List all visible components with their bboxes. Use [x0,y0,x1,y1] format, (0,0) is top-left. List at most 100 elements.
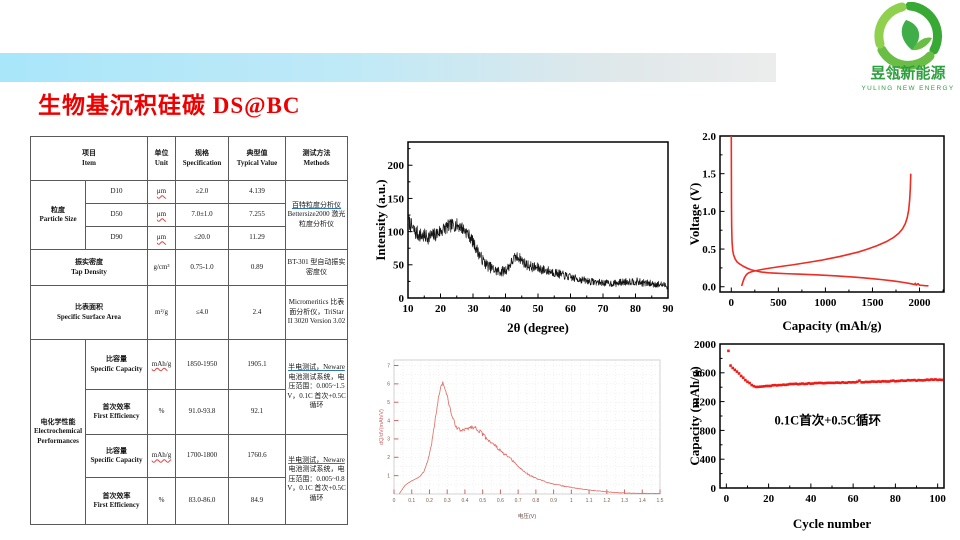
cell-d50-name: D50 [85,203,148,227]
cell-tap-unit: g/cm³ [147,249,176,286]
svg-text:150: 150 [388,193,405,205]
cap1-zh: 比容量 [106,355,127,364]
cell-d90-spec: ≤20.0 [175,226,229,250]
svg-text:0.9: 0.9 [550,498,557,504]
svg-text:1500: 1500 [861,297,884,309]
cell-tap-spec: 0.75-1.0 [175,249,229,286]
table-row-d10: 粒度 Particle Size D10 μm ≥2.0 4.139 百特粒度分析… [30,180,348,250]
eff1-en: First Efficiency [93,412,140,420]
svg-text:0.0: 0.0 [702,282,716,294]
particle-en: Particle Size [39,215,77,223]
method1-a: 半电测试， [288,363,324,372]
cell-cap1-spec: 1850-1950 [175,339,229,390]
header-typical-zh: 典型值 [246,149,268,158]
table-row-capacity-2: 比容量 Specific Capacity mAh/g 1700-1800 176… [31,434,348,525]
cell-cap2-label: 比容量 Specific Capacity [85,434,148,478]
svg-text:1000: 1000 [814,297,837,309]
cell-ssa-unit: m²/g [147,285,176,340]
svg-text:0: 0 [399,293,405,305]
svg-text:0.2: 0.2 [426,498,433,504]
svg-text:0.5: 0.5 [479,498,486,504]
header-unit-en: Unit [154,158,169,167]
cell-eff1-spec: 91.0-93.8 [175,389,229,435]
svg-text:50: 50 [533,303,545,315]
header-unit-zh: 单位 [154,149,169,158]
cell-electro-label: 电化学性能 Electrochemical Performances [30,339,86,525]
svg-text:1.5: 1.5 [702,169,716,181]
ssa-en: Specific Surface Area [56,312,122,321]
svg-text:80: 80 [890,493,902,505]
svg-text:5: 5 [387,400,390,406]
svg-text:0.4: 0.4 [461,498,468,504]
cell-d10-name: D10 [85,180,148,204]
xrd-chart-canvas: 10 20 30 40 50 60 70 80 90 0 50 100 150 200 2θ (degree… [374,141,674,335]
d10-unit: μm [156,187,167,196]
cell-d10-typical: 4.139 [228,180,286,204]
method1-c: 电池测试系统，电压范围：0.005~1.5 V，0.1C 首次+0.5C 循环 [287,372,346,410]
table-row-efficiency-1: 首次效率 First Efficiency % 91.0-93.8 92.1 [31,389,348,435]
svg-text:2000: 2000 [909,297,932,309]
svg-text:6: 6 [387,382,390,388]
cell-eff1-unit: % [147,389,176,435]
xrd-chart: 10 20 30 40 50 60 70 80 90 0 50 100 150 200 2θ (degree… [374,126,676,338]
header-methods: 测试方法 Methods [285,136,348,181]
svg-text:200: 200 [388,160,405,172]
svg-text:0.1: 0.1 [408,498,415,504]
svg-text:400: 400 [700,454,717,466]
svg-text:Capacity (mAh/g): Capacity (mAh/g) [782,318,881,333]
svg-text:1.3: 1.3 [621,498,628,504]
svg-text:2θ (degree): 2θ (degree) [507,320,569,335]
cell-ssa-label: 比表面积 Specific Surface Area [30,285,148,340]
header-item-zh: 项目 [82,149,96,158]
svg-text:0.6: 0.6 [497,498,504,504]
svg-text:0: 0 [393,498,396,504]
cell-d50-typical: 7.255 [228,203,286,227]
svg-text:0: 0 [711,483,717,495]
svg-text:0.1C首次+0.5C循环: 0.1C首次+0.5C循环 [775,413,882,428]
svg-text:电压(V): 电压(V) [518,512,537,520]
cell-method-2: 半电测试，Neware 电池测试系统，电压范围：0.005~0.8 V，0.1C… [285,434,348,525]
svg-text:2.0: 2.0 [702,131,716,143]
svg-text:60: 60 [848,493,860,505]
cell-cap1-typical: 1905.1 [228,339,286,390]
particle-method-link: 百特粒度分析仪 [292,200,341,209]
page-title: 生物基沉积硅碳 DS@BC [38,93,301,118]
cell-d10-spec: ≥2.0 [175,180,229,204]
d90-unit: μm [156,233,167,242]
dqdv-canvas: 0 0.1 0.2 0.3 0.4 0.5 0.6 0.7 0.8 0.9 1 1.1 1.2 1.3 1.… [379,359,664,520]
cell-cap2-unit: mAh/g [147,434,176,478]
svg-text:Capacity (mAh/g): Capacity (mAh/g) [690,366,702,465]
svg-text:1.4: 1.4 [639,498,646,504]
d50-unit: μm [156,210,167,219]
tap-en: Tap Density [71,267,107,276]
spec-table: 项目 Item 单位 Unit 规格 Specification 典型值 Typical… [30,136,348,525]
cell-ssa-spec: ≤4.0 [175,285,229,340]
cycle-canvas: 0 20 40 60 80 100 0 400 800 1200 1600 2000 Cycle num… [690,339,946,531]
logo-swirl-icon: 昱瓴新能源 YULING NEW ENERGY [861,2,953,92]
svg-text:1.2: 1.2 [603,498,610,504]
svg-text:Cycle number: Cycle number [793,516,872,531]
svg-text:500: 500 [770,297,787,309]
company-logo: 昱瓴新能源 YULING NEW ENERGY [856,2,960,94]
table-row-tap-density: 振实密度 Tap Density g/cm³ 0.75-1.0 0.89 BT-3… [30,249,348,286]
electro-en: Electrochemical Performances [33,427,83,445]
svg-text:40: 40 [500,303,512,315]
table-header-row: 项目 Item 单位 Unit 规格 Specification 典型值 Typical… [30,136,348,181]
header-spec-zh: 规格 [195,149,209,158]
cell-tap-label: 振实密度 Tap Density [30,249,148,286]
electro-zh: 电化学性能 [40,417,76,426]
cell-d50-unit: μm [147,203,176,227]
dqdv-chart: 0 0.1 0.2 0.3 0.4 0.5 0.6 0.7 0.8 0.9 1 1.1 1.2 1.3 1.… [378,352,672,524]
tap-zh: 振实密度 [75,258,103,267]
header-typical: 典型值 Typical Value [228,136,286,181]
svg-text:4: 4 [387,418,390,424]
method2-a: 半电测试， [288,455,324,464]
cell-ssa-typical: 2.4 [228,285,286,340]
cap2-zh: 比容量 [106,446,127,455]
cell-cap1-unit: mAh/g [147,339,176,390]
svg-text:0.7: 0.7 [515,498,522,504]
svg-text:1: 1 [387,473,390,479]
cap2-en: Specific Capacity [90,456,143,464]
header-unit: 单位 Unit [147,136,176,181]
cell-cap1-label: 比容量 Specific Capacity [85,339,148,390]
